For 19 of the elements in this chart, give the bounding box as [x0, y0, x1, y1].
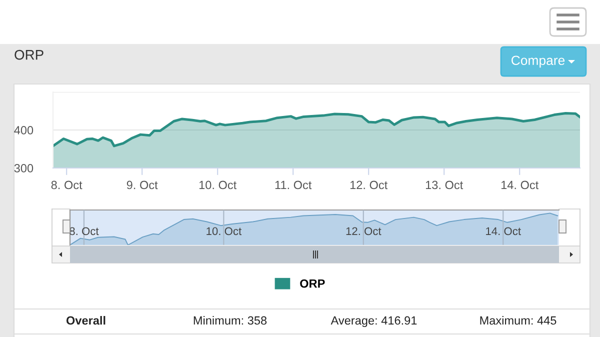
x-tick-label: 10. Oct	[206, 227, 242, 236]
x-tick-label: 14. Oct	[486, 227, 521, 236]
x-tick-label: 12. Oct	[346, 227, 382, 236]
legend-label: ORP	[300, 279, 325, 288]
y-tick-label: 300	[14, 164, 34, 172]
text: Average: 416.91	[330, 316, 417, 327]
y-tick-label: 400	[14, 126, 34, 134]
text: Minimum: 358	[194, 316, 267, 325]
text: Compare	[512, 56, 565, 68]
x-tick-label: 13. Oct	[426, 180, 464, 190]
text: Maximum: 445	[480, 316, 556, 325]
x-tick-label: 9. Oct	[126, 180, 158, 190]
x-tick-label: 14. Oct	[501, 180, 539, 190]
x-tick-label: 12. Oct	[350, 180, 388, 190]
chart-title: ORP	[14, 50, 44, 60]
x-tick-label: 11. Oct	[275, 180, 312, 190]
text: Overall	[66, 316, 106, 325]
x-tick-label: 10. Oct	[199, 180, 237, 190]
x-tick-label: 8. Oct	[51, 180, 82, 190]
